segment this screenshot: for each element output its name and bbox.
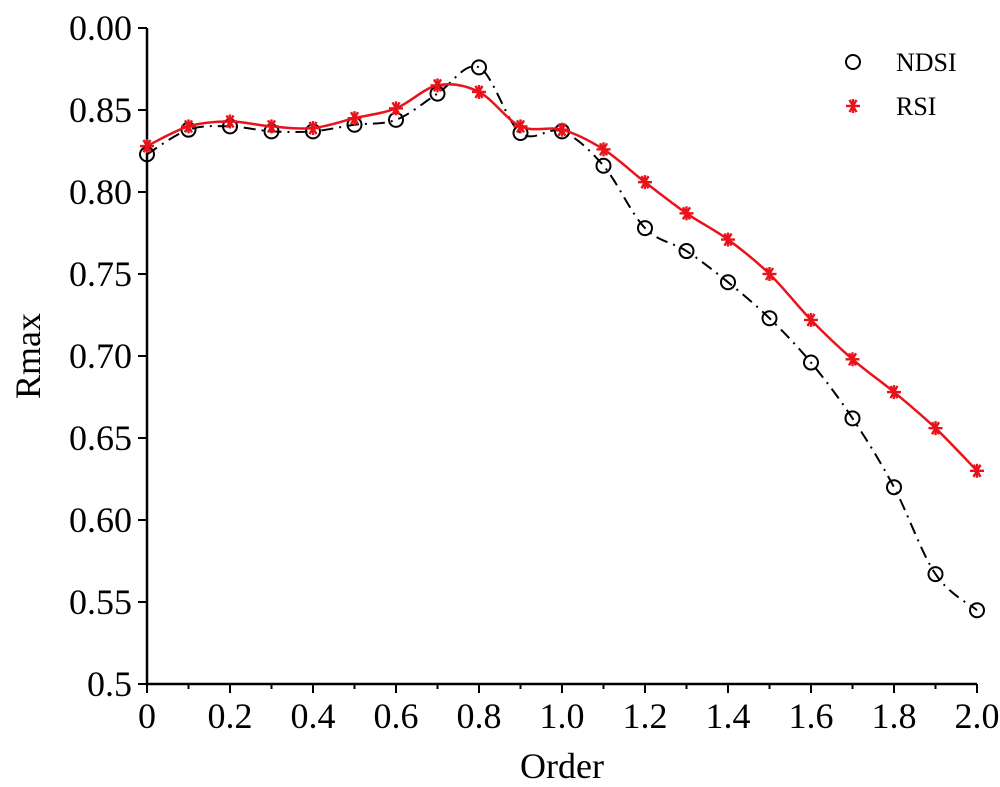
data-point-rsi <box>928 421 943 436</box>
data-point-rsi <box>430 78 445 93</box>
y-axis-ticks: 0.5 0.55 0.60 0.65 0.70 0.75 0.80 0.85 0.00 <box>69 8 147 704</box>
data-point-ndsi <box>927 566 944 583</box>
series-rsi <box>140 78 984 478</box>
y-tick-label: 0.5 <box>87 664 132 704</box>
data-point-rsi <box>638 175 652 190</box>
series-ndsi <box>139 59 985 619</box>
x-tick-label: 2.0 <box>955 696 1000 736</box>
x-tick-label: 1.8 <box>872 696 917 736</box>
data-point-ndsi <box>471 59 487 76</box>
y-tick-label: 0.85 <box>69 90 132 130</box>
legend-label-rsi: RSI <box>896 92 936 121</box>
series-layer <box>139 59 985 619</box>
legend-marker-ndsi <box>845 54 861 70</box>
y-tick-label: 0.60 <box>69 500 132 540</box>
y-tick-label: 0.70 <box>69 336 132 376</box>
data-point-rsi <box>721 232 735 247</box>
data-point-rsi <box>306 121 320 136</box>
y-tick-label: 0.75 <box>69 254 132 294</box>
series-line-rsi <box>146 83 978 472</box>
data-point-ndsi <box>844 410 861 427</box>
data-point-rsi <box>223 114 237 129</box>
data-point-rsi <box>596 142 611 157</box>
y-axis-title: Rmax <box>8 313 48 399</box>
x-tick-label: 1.2 <box>623 696 668 736</box>
series-line-ndsi <box>146 65 978 611</box>
data-point-ndsi <box>761 310 778 327</box>
data-point-rsi <box>389 101 403 116</box>
data-point-rsi <box>513 119 528 134</box>
x-tick-label: 0.6 <box>374 696 419 736</box>
data-point-rsi <box>762 267 777 281</box>
legend: NDSI RSI <box>845 48 957 121</box>
data-point-rsi <box>970 463 984 478</box>
x-tick-label: 0.8 <box>457 696 502 736</box>
data-point-rsi <box>472 84 486 99</box>
data-point-rsi <box>140 139 154 154</box>
data-point-rsi <box>264 119 279 134</box>
x-axis-ticks: 0 0.2 0.4 0.6 0.8 1.0 1.2 1.4 1.6 1.8 2.0 <box>138 684 1000 736</box>
x-tick-label: 0.4 <box>291 696 336 736</box>
data-point-rsi <box>887 385 901 400</box>
x-tick-label: 1.6 <box>789 696 834 736</box>
data-point-rsi <box>181 119 196 134</box>
data-point-ndsi <box>969 602 985 619</box>
data-point-ndsi <box>886 479 902 496</box>
data-point-rsi <box>845 352 860 367</box>
y-tick-label: 0.80 <box>69 172 132 212</box>
data-point-ndsi <box>595 157 612 174</box>
data-point-rsi <box>555 122 569 137</box>
data-point-ndsi <box>637 220 653 237</box>
data-point-rsi <box>347 111 362 126</box>
y-tick-label: 0.00 <box>69 8 132 48</box>
data-point-rsi <box>804 312 818 327</box>
legend-label-ndsi: NDSI <box>896 48 957 77</box>
x-tick-label: 0.2 <box>208 696 253 736</box>
data-point-ndsi <box>803 354 819 371</box>
x-tick-label: 0 <box>138 696 156 736</box>
legend-marker-rsi <box>846 99 860 113</box>
data-point-ndsi <box>678 243 695 260</box>
x-axis-title: Order <box>520 746 604 786</box>
y-tick-label: 0.65 <box>69 418 132 458</box>
data-point-rsi <box>679 206 694 221</box>
x-tick-label: 1.0 <box>540 696 585 736</box>
data-point-ndsi <box>720 274 736 291</box>
y-tick-label: 0.55 <box>69 582 132 622</box>
x-tick-label: 1.4 <box>706 696 751 736</box>
